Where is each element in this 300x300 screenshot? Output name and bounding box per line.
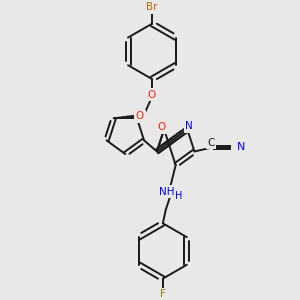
Text: F: F	[160, 290, 166, 299]
Text: N: N	[185, 122, 193, 131]
Text: N: N	[237, 142, 245, 152]
Text: C: C	[208, 138, 215, 148]
Text: O: O	[157, 122, 165, 132]
Text: O: O	[148, 90, 156, 100]
Text: H: H	[175, 191, 182, 201]
Text: Br: Br	[146, 2, 158, 12]
Text: NH: NH	[159, 187, 175, 197]
Text: O: O	[136, 111, 144, 122]
